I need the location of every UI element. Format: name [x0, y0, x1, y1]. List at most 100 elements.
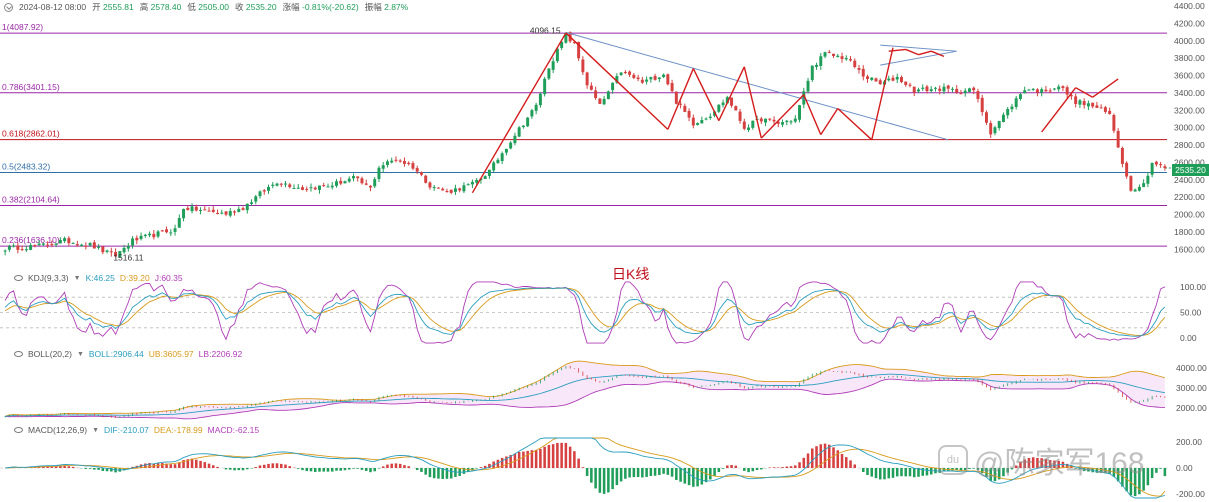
candle-body	[984, 112, 988, 123]
candle-body	[946, 85, 950, 89]
candle-body	[1129, 176, 1133, 191]
candle-body	[598, 98, 602, 104]
candle-body	[912, 86, 916, 93]
candle-body	[878, 80, 882, 85]
candle-body	[904, 81, 908, 85]
candle-body	[819, 56, 823, 66]
candle-body	[929, 89, 933, 92]
candle-body	[989, 123, 993, 135]
candle-body	[538, 93, 542, 106]
candle-body	[959, 93, 963, 95]
candle-body	[955, 88, 959, 93]
caret-down-icon[interactable]: ▼	[73, 274, 81, 282]
candle-body	[373, 179, 377, 187]
candle-body	[296, 187, 300, 189]
ohlc-amplitude: 2.87%	[384, 2, 409, 12]
candle-body	[560, 41, 564, 48]
macd-panel: -200.00 0.00 200.00	[0, 437, 1205, 499]
candle-body	[1150, 162, 1154, 175]
candle-body	[50, 244, 54, 246]
macd-axis-tick-label: 200.00	[1176, 437, 1202, 447]
candle-body	[1125, 162, 1129, 177]
candle-body	[233, 211, 237, 213]
eye-icon[interactable]	[14, 351, 23, 357]
candle-body	[938, 88, 942, 91]
candle-body	[33, 245, 37, 247]
candle-body	[832, 53, 836, 56]
candle-body	[602, 98, 606, 105]
macd-dif-line	[5, 437, 1166, 499]
caret-down-icon[interactable]: ▼	[76, 350, 84, 358]
candle-body	[275, 183, 279, 186]
boll-axis-tick-label: 2000.00	[1176, 403, 1207, 413]
fib-level-label: 0.618(2862.01)	[2, 129, 60, 139]
candle-body	[789, 121, 793, 123]
candle-body	[322, 185, 326, 187]
candle-body	[377, 167, 381, 179]
candle-body	[407, 162, 411, 165]
eye-icon[interactable]	[14, 427, 23, 433]
candle-body	[861, 68, 865, 77]
eye-icon[interactable]	[14, 275, 23, 281]
ohlc-amplitude-label: 振幅	[364, 2, 382, 12]
candle-body	[190, 206, 194, 212]
candle-body	[1086, 103, 1090, 107]
candle-body	[1120, 147, 1124, 164]
candle-body	[925, 86, 929, 92]
chart-caption: 日K线	[612, 266, 650, 282]
candle-body	[509, 142, 513, 149]
candle-body	[764, 118, 768, 123]
collapse-chevron-icon[interactable]	[4, 2, 13, 12]
kdj-header[interactable]: KDJ(9,3,3) ▼ K:46.25 D:39.20 J:60.35	[14, 272, 183, 284]
wave-arrow	[760, 94, 805, 139]
candle-body	[1133, 189, 1137, 192]
candle-body	[594, 90, 598, 99]
candle-body	[254, 196, 258, 202]
candle-body	[857, 68, 861, 70]
boll-axis-tick-label: 3000.00	[1176, 383, 1207, 393]
candle-body	[347, 178, 351, 182]
candle-body	[1154, 161, 1158, 165]
candle-body	[177, 218, 181, 228]
candle-body	[292, 187, 296, 189]
candle-body	[258, 191, 262, 197]
ohlc-change-label: 涨幅	[282, 2, 300, 12]
candle-body	[492, 162, 496, 171]
ohlc-header: 2024-08-12 08:00 开 2555.81 高 2578.40 低 2…	[4, 1, 408, 13]
candle-body	[7, 246, 11, 250]
candle-body	[207, 210, 211, 212]
candle-body	[1027, 89, 1031, 91]
candle-body	[169, 232, 173, 234]
candle-body	[551, 61, 555, 70]
candle-body	[967, 88, 971, 92]
wave-arrow	[718, 66, 745, 122]
candle-body	[364, 183, 368, 185]
macd-header[interactable]: MACD(12,26,9) ▼ DIF:-210.07 DEA:-178.99 …	[14, 424, 259, 436]
candle-body	[41, 243, 45, 245]
kdj-axis-tick-label: 100.00	[1180, 282, 1206, 292]
candle-body	[1108, 110, 1112, 114]
candle-body	[16, 245, 20, 250]
price-axis-tick-label: 2200.00	[1174, 192, 1205, 202]
candle-body	[97, 246, 101, 248]
candle-body	[186, 207, 190, 210]
candle-body	[1023, 90, 1027, 94]
boll-mid-value: 2906.44	[113, 349, 144, 359]
candle-body	[653, 75, 657, 80]
ohlc-close: 2535.20	[245, 2, 277, 12]
candle-body	[776, 121, 780, 124]
candle-body	[1035, 89, 1039, 93]
candle-body	[700, 120, 704, 124]
wave-arrow	[930, 50, 945, 58]
candle-body	[385, 161, 389, 166]
candle-body	[449, 189, 453, 193]
boll-header[interactable]: BOLL(20,2) ▼ BOLL:2906.44 UB:3605.97 LB:…	[14, 348, 242, 360]
candle-body	[402, 161, 406, 164]
kdj-j-label: J	[154, 273, 159, 283]
candle-body	[3, 250, 7, 252]
candle-body	[798, 105, 802, 120]
caret-down-icon[interactable]: ▼	[92, 426, 99, 434]
boll-lb-label: LB	[198, 349, 210, 359]
candle-body	[356, 176, 360, 179]
